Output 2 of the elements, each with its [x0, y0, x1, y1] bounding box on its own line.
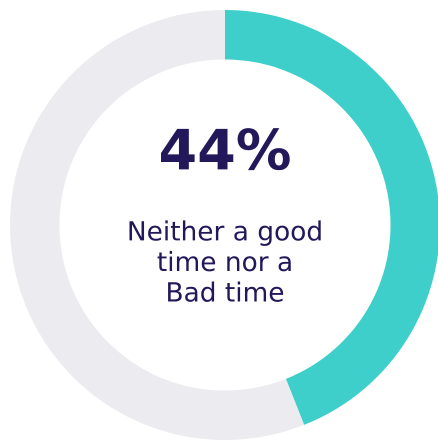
text: 44%: [161, 128, 290, 170]
text: Neither a good time nor a Bad time: [129, 220, 321, 302]
